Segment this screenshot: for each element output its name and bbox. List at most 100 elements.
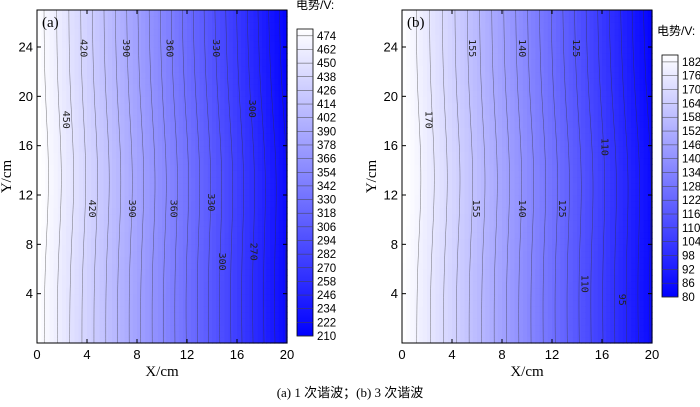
field-cell	[224, 77, 230, 85]
field-cell	[207, 299, 213, 307]
field-cell	[257, 170, 263, 178]
field-cell	[406, 90, 411, 97]
field-cell	[157, 121, 163, 128]
field-cell	[249, 269, 255, 276]
field-cell	[103, 262, 109, 270]
field-cell	[443, 71, 449, 79]
field-cell	[245, 281, 251, 289]
field-cell	[91, 164, 96, 171]
field-cell	[149, 232, 155, 239]
field-cell	[518, 306, 524, 313]
field-cell	[107, 330, 113, 338]
field-cell	[62, 201, 67, 208]
field-cell	[237, 127, 242, 134]
field-cell	[49, 133, 55, 141]
field-cell	[262, 133, 267, 141]
field-cell	[91, 299, 96, 307]
field-cell	[70, 121, 76, 128]
field-cell	[406, 201, 411, 208]
field-cell	[270, 22, 276, 30]
colorbar-tick-label: 462	[317, 44, 336, 56]
field-cell	[431, 28, 436, 36]
field-cell	[468, 65, 474, 73]
field-cell	[107, 201, 113, 208]
field-cell	[91, 195, 96, 202]
field-cell	[74, 139, 80, 147]
field-cell	[253, 121, 259, 128]
field-cell	[232, 90, 238, 97]
field-cell	[216, 127, 221, 134]
field-cell	[402, 312, 407, 319]
field-cell	[37, 207, 42, 215]
field-cell	[157, 188, 163, 196]
field-cell	[103, 238, 109, 245]
field-cell	[41, 293, 46, 301]
field-cell	[237, 330, 242, 338]
field-cell	[120, 34, 126, 42]
field-cell	[406, 65, 411, 73]
field-cell	[253, 40, 259, 48]
field-cell	[282, 114, 288, 122]
field-cell	[232, 195, 238, 202]
field-cell	[78, 232, 84, 239]
field-cell	[203, 151, 209, 159]
field-cell	[174, 281, 180, 289]
field-cell	[120, 219, 126, 227]
field-cell	[170, 306, 176, 313]
field-cell	[182, 188, 188, 196]
field-cell	[103, 59, 109, 67]
field-cell	[502, 164, 507, 171]
field-cell	[514, 90, 520, 97]
field-cell	[464, 59, 470, 67]
field-cell	[481, 225, 486, 233]
field-cell	[237, 182, 242, 190]
field-cell	[174, 336, 180, 344]
field-cell	[431, 324, 436, 332]
field-cell	[91, 176, 96, 184]
field-cell	[253, 287, 259, 295]
x-tick-label: 0	[33, 347, 40, 362]
field-cell	[70, 151, 76, 159]
field-cell	[153, 188, 159, 196]
field-cell	[245, 170, 251, 178]
field-cell	[195, 145, 201, 153]
field-cell	[182, 293, 188, 301]
field-cell	[447, 10, 453, 17]
field-cell	[91, 145, 96, 153]
field-cell	[282, 22, 288, 30]
field-cell	[422, 244, 428, 252]
field-cell	[166, 65, 171, 73]
field-cell	[207, 22, 213, 30]
field-cell	[232, 158, 238, 165]
field-cell	[49, 238, 55, 245]
contour-line	[203, 9, 211, 344]
field-cell	[107, 71, 113, 79]
field-cell	[87, 84, 92, 91]
field-cell	[447, 182, 453, 190]
field-cell	[62, 139, 67, 147]
field-cell	[45, 188, 51, 196]
field-cell	[49, 225, 55, 233]
field-cell	[78, 262, 84, 270]
field-cell	[99, 219, 105, 227]
field-cell	[506, 250, 511, 258]
field-cell	[49, 102, 55, 110]
field-cell	[493, 188, 499, 196]
field-cell	[431, 281, 436, 289]
field-cell	[99, 121, 105, 128]
field-cell	[527, 318, 532, 326]
field-cell	[257, 324, 263, 332]
field-cell	[49, 213, 55, 221]
field-cell	[485, 269, 491, 276]
field-cell	[257, 102, 263, 110]
field-cell	[452, 47, 457, 54]
field-cell	[74, 108, 80, 116]
field-cell	[87, 71, 92, 79]
field-cell	[153, 312, 159, 319]
field-cell	[282, 269, 288, 276]
field-cell	[278, 170, 284, 178]
field-cell	[145, 201, 151, 208]
field-cell	[57, 170, 63, 178]
field-cell	[91, 90, 96, 97]
field-cell	[410, 275, 416, 282]
